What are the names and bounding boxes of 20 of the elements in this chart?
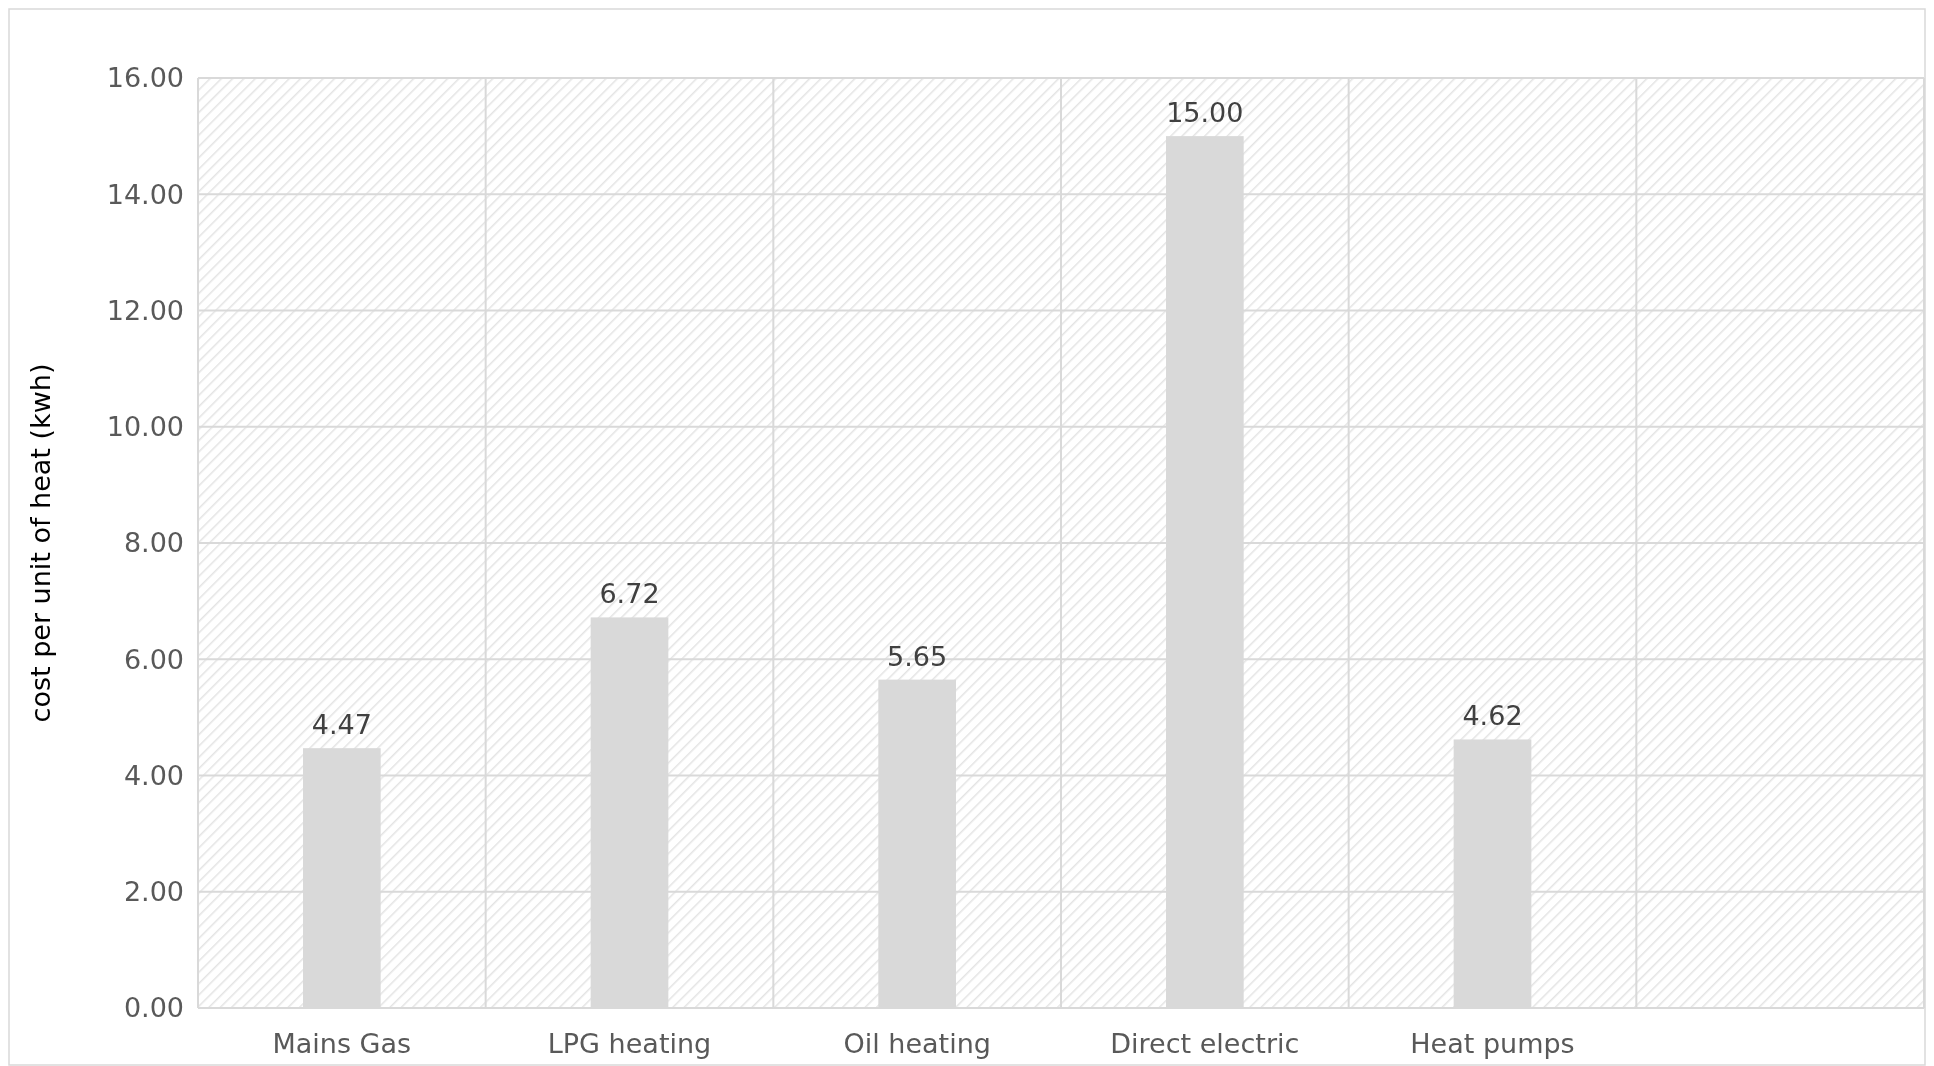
data-label: 4.47 [311,709,372,741]
y-tick-label: 16.00 [106,62,184,94]
y-tick-label: 12.00 [106,294,184,326]
data-label: 4.62 [1462,700,1523,732]
y-tick-label: 4.00 [123,759,184,791]
y-axis-title: cost per unit of heat (kwh) [25,363,56,723]
y-tick-label: 6.00 [123,643,184,675]
data-label: 15.00 [1166,97,1244,129]
data-label: 5.65 [887,640,948,672]
x-tick-label: Direct electric [1110,1028,1300,1059]
x-tick-label: Mains Gas [272,1028,412,1059]
y-tick-label: 2.00 [123,876,184,908]
x-tick-label: Oil heating [843,1028,991,1059]
data-label: 6.72 [599,578,660,610]
y-tick-label: 8.00 [123,527,184,559]
y-tick-label: 14.00 [106,178,184,210]
y-tick-label: 0.00 [123,992,184,1024]
y-tick-label: 10.00 [106,411,184,443]
x-tick-label: LPG heating [547,1028,712,1059]
x-tick-label: Heat pumps [1410,1028,1575,1059]
